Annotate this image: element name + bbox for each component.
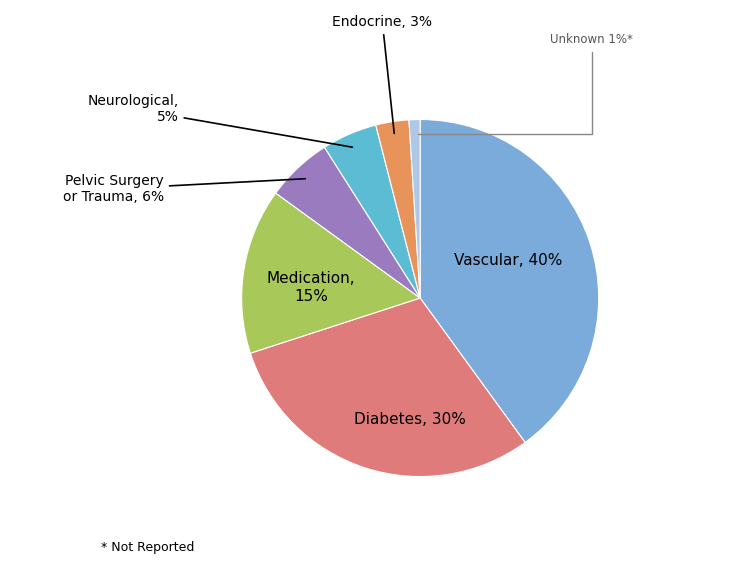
Text: Neurological,
5%: Neurological, 5% [87, 94, 353, 147]
Wedge shape [276, 147, 420, 298]
Wedge shape [250, 298, 525, 477]
Wedge shape [242, 193, 420, 353]
Text: Endocrine, 3%: Endocrine, 3% [333, 15, 432, 133]
Text: Diabetes, 30%: Diabetes, 30% [353, 412, 465, 427]
Wedge shape [409, 119, 420, 298]
Wedge shape [376, 120, 420, 298]
Wedge shape [420, 119, 599, 442]
Text: Vascular, 40%: Vascular, 40% [454, 253, 562, 268]
Text: Pelvic Surgery
or Trauma, 6%: Pelvic Surgery or Trauma, 6% [63, 174, 305, 204]
Wedge shape [325, 125, 420, 298]
Text: Unknown 1%*: Unknown 1%* [418, 33, 634, 134]
Text: Medication,
15%: Medication, 15% [267, 272, 355, 304]
Text: * Not Reported: * Not Reported [101, 541, 194, 554]
